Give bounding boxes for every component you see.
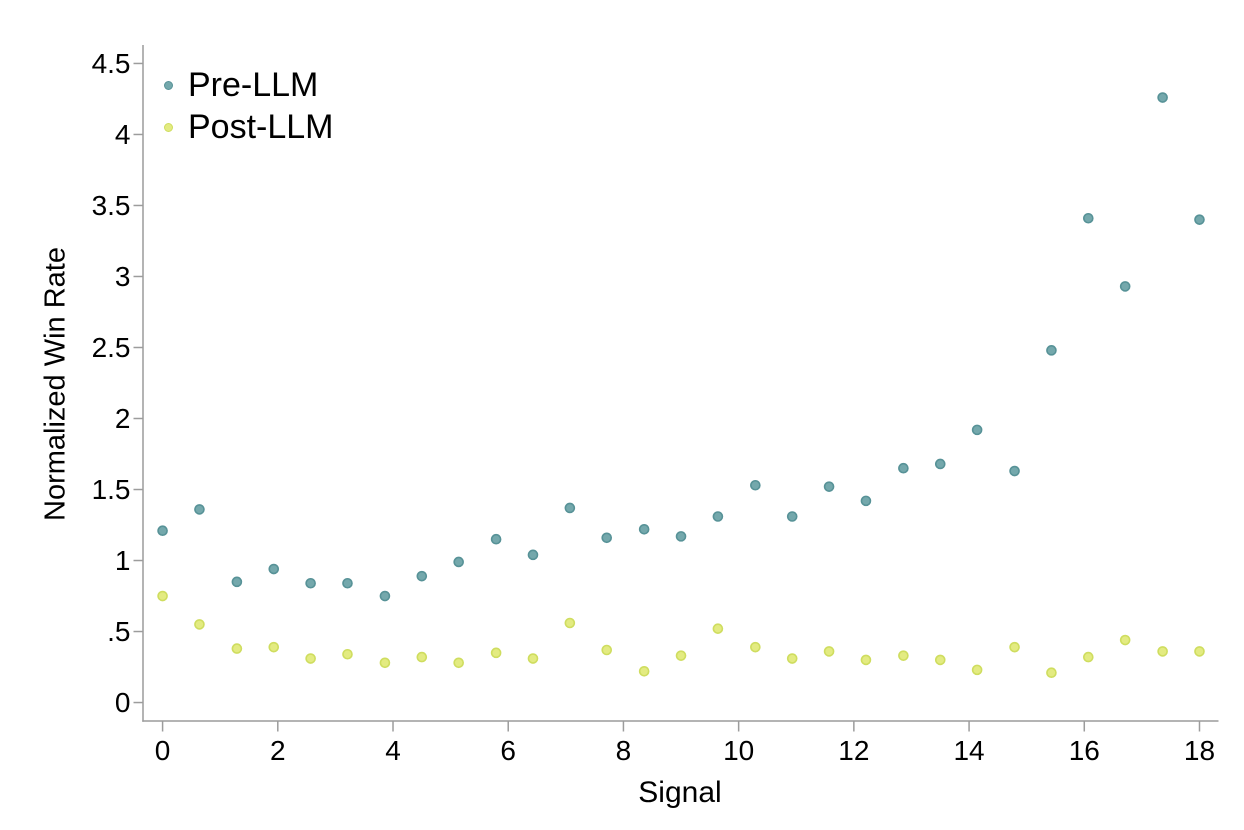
data-point-post-llm [1194,646,1205,657]
data-point-post-llm [638,665,650,677]
data-point-post-llm [305,653,316,664]
legend-item-pre-llm: Pre-LLM [155,64,334,106]
y-tick-label: .5 [107,616,130,647]
data-point-pre-llm [898,462,909,474]
y-tick-label: 0 [115,687,131,718]
data-point-pre-llm [1009,465,1020,477]
data-point-post-llm [971,664,983,676]
data-point-pre-llm [1083,212,1094,224]
y-tick-label: 1.5 [92,474,131,505]
data-point-pre-llm [823,481,835,492]
data-point-post-llm [898,650,909,661]
data-point-post-llm [1046,667,1057,679]
data-point-pre-llm [1157,92,1168,103]
data-point-post-llm [342,648,353,660]
legend-item-post-llm: Post-LLM [155,106,334,148]
data-point-post-llm [1009,641,1020,653]
data-point-post-llm [1119,634,1131,646]
x-tick-label: 8 [616,735,632,766]
data-point-pre-llm [750,479,761,491]
data-point-post-llm [750,641,761,653]
y-tick-label: 3 [115,261,131,292]
y-tick-label: 2 [115,403,131,434]
x-axis-title: Signal [638,776,722,809]
data-point-post-llm [194,619,205,630]
x-tick-label: 4 [385,735,401,766]
data-point-pre-llm [712,511,724,522]
data-point-post-llm [490,647,502,659]
y-tick-label: 4 [115,119,131,150]
data-point-post-llm [231,643,243,654]
data-point-post-llm [416,651,428,663]
data-point-pre-llm [490,533,502,545]
data-point-pre-llm [564,502,576,514]
x-tick-label: 16 [1069,735,1100,766]
x-tick-label: 0 [155,735,171,766]
y-tick-label: 1 [115,545,131,576]
data-point-pre-llm [786,511,798,522]
data-point-pre-llm [453,556,464,568]
data-point-post-llm [934,654,946,666]
data-point-post-llm [453,657,464,669]
data-point-post-llm [786,653,798,664]
data-point-post-llm [712,623,724,634]
y-tick-label: 3.5 [92,190,131,221]
data-point-pre-llm [601,532,613,544]
data-point-pre-llm [1046,345,1057,356]
x-tick-label: 18 [1184,735,1215,766]
data-point-pre-llm [1194,214,1205,225]
data-point-pre-llm [268,563,280,575]
data-point-post-llm [527,653,539,664]
legend-label-pre-llm: Pre-LLM [188,65,319,104]
data-point-pre-llm [416,570,428,582]
data-point-pre-llm [860,495,872,507]
y-tick-label: 4.5 [92,48,131,79]
x-tick-label: 2 [270,735,286,766]
pre-llm-marker-icon [164,80,173,90]
legend-label-post-llm: Post-LLM [188,107,334,146]
data-point-post-llm [379,657,391,669]
data-point-pre-llm [971,424,983,436]
x-tick-label: 10 [723,735,754,766]
data-point-post-llm [268,641,280,653]
post-llm-marker-icon [164,122,173,132]
data-point-post-llm [564,617,576,629]
data-point-post-llm [860,654,872,666]
legend: Pre-LLM Post-LLM [155,64,334,148]
x-tick-label: 12 [838,735,869,766]
data-point-pre-llm [527,549,539,561]
data-point-pre-llm [1119,281,1131,292]
data-point-pre-llm [305,577,316,589]
data-point-post-llm [675,650,687,661]
data-point-post-llm [1083,651,1094,663]
x-tick-label: 6 [500,735,516,766]
data-point-pre-llm [934,458,946,470]
data-point-post-llm [1157,646,1168,657]
data-point-pre-llm [157,525,168,536]
data-point-pre-llm [231,576,243,588]
data-point-post-llm [157,590,168,602]
data-point-pre-llm [194,504,205,515]
data-point-post-llm [823,646,835,657]
y-axis-title: Normalized Win Rate [39,247,72,521]
data-point-pre-llm [379,590,391,602]
y-tick-label: 2.5 [92,332,131,363]
data-point-post-llm [601,644,613,656]
data-point-pre-llm [638,523,650,535]
data-point-pre-llm [342,577,353,589]
data-point-pre-llm [675,531,687,542]
x-tick-label: 14 [953,735,984,766]
